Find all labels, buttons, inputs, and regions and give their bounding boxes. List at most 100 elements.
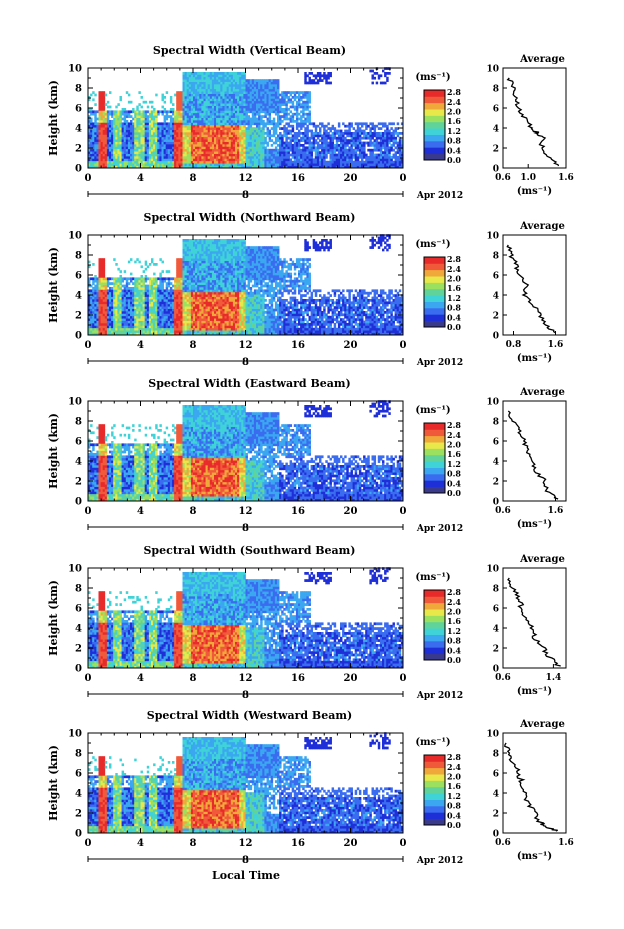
heatmap-cell (174, 153, 177, 157)
heatmap-cell (155, 318, 158, 321)
heatmap-cell (256, 98, 259, 102)
heatmap-cell (132, 287, 135, 290)
heatmap-cell (256, 134, 259, 138)
heatmap-cell (230, 96, 234, 99)
heatmap-cell (199, 158, 202, 162)
heatmap-cell (188, 108, 192, 111)
heatmap-cell (119, 275, 122, 278)
heatmap-cell (151, 136, 154, 140)
heatmap-cell (205, 108, 209, 111)
heatmap-cell (251, 115, 255, 118)
heatmap-cell (270, 93, 274, 97)
heatmap-cell (184, 153, 188, 157)
heatmap-cell (113, 311, 116, 314)
heatmap-cell (94, 289, 97, 293)
heatmap-cell (130, 294, 133, 297)
heatmap-cell (384, 165, 387, 169)
heatmap-cell (283, 141, 286, 145)
heatmap-cell (243, 156, 246, 159)
heatmap-cell (228, 74, 232, 78)
heatmap-cell (165, 91, 169, 94)
heatmap-cell (220, 160, 223, 164)
heatmap-cell (201, 153, 204, 157)
heatmap-cell (314, 76, 318, 80)
heatmap-cell (182, 72, 185, 75)
heatmap-cell (245, 88, 248, 92)
heatmap-cell (268, 117, 272, 121)
heatmap-cell (214, 146, 217, 150)
heatmap-cell (193, 124, 196, 128)
heatmap-cell (260, 146, 263, 150)
heatmap-cell (291, 153, 295, 157)
heatmap-cell (209, 129, 213, 133)
heatmap-cell (119, 279, 122, 283)
heatmap-cell (272, 108, 276, 111)
heatmap-cell (306, 148, 309, 152)
heatmap-cell (306, 153, 309, 157)
heatmap-cell (182, 122, 185, 126)
heatmap-cell (205, 129, 209, 133)
heatmap-cell (157, 160, 160, 164)
heatmap-cell (398, 144, 402, 147)
heatmap-cell (169, 151, 173, 154)
heatmap-cell (201, 134, 204, 138)
heatmap-cell (346, 134, 349, 138)
heatmap-cell (104, 289, 108, 293)
heatmap-cell (207, 136, 211, 140)
heatmap-cell (247, 84, 251, 87)
heatmap-cell (222, 141, 225, 145)
heatmap-cell (382, 165, 385, 169)
heatmap-cell (125, 136, 129, 140)
heatmap-cell (262, 79, 265, 82)
heatmap-cell (337, 139, 341, 142)
heatmap-cell (130, 272, 133, 276)
heatmap-cell (287, 98, 290, 102)
colorbar-segment (424, 134, 445, 142)
heatmap-cell (109, 156, 112, 159)
heatmap-cell (98, 136, 101, 140)
heatmap-cell (384, 72, 387, 75)
heatmap-cell (165, 136, 169, 140)
heatmap-cell (277, 110, 280, 114)
heatmap-cell (88, 120, 91, 123)
heatmap-cell (104, 141, 108, 145)
heatmap-cell (140, 306, 143, 309)
heatmap-cell (209, 132, 213, 135)
heatmap-cell (146, 320, 150, 324)
heatmap-cell (172, 129, 175, 133)
heatmap-cell (228, 160, 232, 164)
heatmap-cell (205, 132, 209, 135)
heatmap-cell (245, 160, 248, 164)
heatmap-cell (367, 158, 370, 162)
heatmap-cell (224, 72, 227, 75)
heatmap-cell (354, 141, 358, 145)
heatmap-cell (304, 96, 307, 99)
heatmap-cell (220, 163, 223, 166)
heatmap-cell (323, 160, 326, 164)
heatmap-cell (314, 160, 318, 164)
heatmap-cell (165, 158, 169, 162)
heatmap-cell (197, 163, 200, 166)
heatmap-cell (361, 148, 364, 152)
heatmap-cell (319, 153, 322, 157)
heatmap-cell (295, 148, 299, 152)
heatmap-cell (398, 151, 402, 154)
heatmap-cell (180, 108, 183, 111)
heatmap-cell (329, 139, 332, 142)
heatmap-cell (214, 144, 217, 147)
heatmap-cell (394, 146, 398, 150)
heatmap-cell (298, 165, 301, 169)
heatmap-cell (88, 144, 91, 147)
heatmap-cell (146, 330, 150, 333)
heatmap-cell (125, 112, 129, 116)
heatmap-cell (201, 129, 204, 133)
heatmap-cell (321, 136, 324, 140)
heatmap-cell (365, 141, 368, 145)
heatmap-cell (125, 323, 129, 326)
heatmap-cell (193, 163, 196, 166)
heatmap-cell (165, 148, 169, 152)
heatmap-cell (247, 96, 251, 99)
heatmap-cell (136, 284, 139, 288)
heatmap-cell (302, 115, 305, 118)
